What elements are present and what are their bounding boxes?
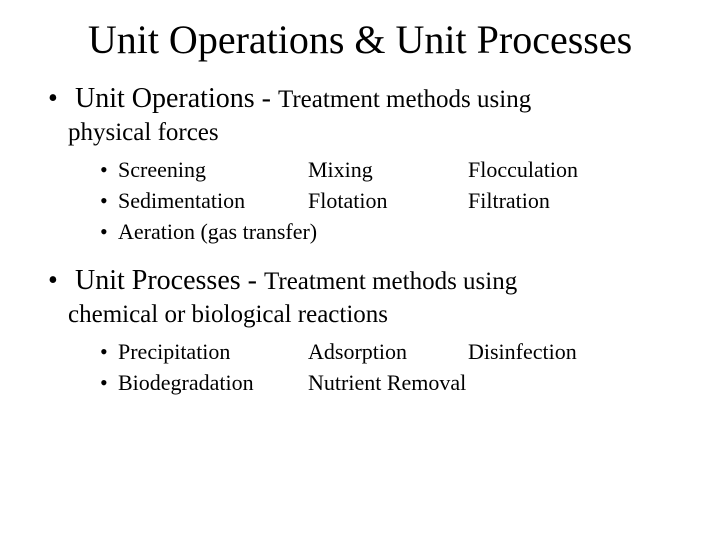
sub-item: Nutrient Removal xyxy=(308,368,696,399)
sub-item: Mixing xyxy=(308,155,468,186)
sub-item: Screening xyxy=(118,155,308,186)
list-item: • Precipitation Adsorption Disinfection xyxy=(100,337,696,368)
section1-lead: Unit Operations - xyxy=(75,83,278,114)
bullet-icon: • xyxy=(100,337,118,368)
list-item: • Biodegradation Nutrient Removal xyxy=(100,368,696,399)
slide-title: Unit Operations & Unit Processes xyxy=(24,16,696,63)
bullet-icon: • xyxy=(100,217,118,248)
section2-sublist: • Precipitation Adsorption Disinfection … xyxy=(100,337,696,399)
section2-continuation: chemical or biological reactions xyxy=(68,301,696,329)
sub-item: Flotation xyxy=(308,186,468,217)
section2-lead: Unit Processes - xyxy=(75,265,264,296)
sub-item: Aeration (gas transfer) xyxy=(118,217,696,248)
sub-item: Precipitation xyxy=(118,337,308,368)
slide: Unit Operations & Unit Processes • Unit … xyxy=(0,0,720,540)
bullet-icon: • xyxy=(100,368,118,399)
section2-bullet: • Unit Processes - Treatment methods usi… xyxy=(48,265,696,297)
list-item: • Screening Mixing Flocculation xyxy=(100,155,696,186)
section2-desc: Treatment methods using xyxy=(264,268,517,295)
sub-item: Sedimentation xyxy=(118,186,308,217)
section1-continuation: physical forces xyxy=(68,119,696,147)
sub-item: Disinfection xyxy=(468,337,696,368)
bullet-icon: • xyxy=(48,83,68,115)
bullet-icon: • xyxy=(100,186,118,217)
section1-desc: Treatment methods using xyxy=(278,86,531,113)
list-item: • Sedimentation Flotation Filtration xyxy=(100,186,696,217)
sub-item: Flocculation xyxy=(468,155,696,186)
sub-item: Adsorption xyxy=(308,337,468,368)
section1-sublist: • Screening Mixing Flocculation • Sedime… xyxy=(100,155,696,247)
sub-item: Biodegradation xyxy=(118,368,308,399)
section1-bullet: • Unit Operations - Treatment methods us… xyxy=(48,83,696,115)
bullet-icon: • xyxy=(48,265,68,297)
bullet-icon: • xyxy=(100,155,118,186)
sub-item: Filtration xyxy=(468,186,696,217)
list-item: • Aeration (gas transfer) xyxy=(100,217,696,248)
